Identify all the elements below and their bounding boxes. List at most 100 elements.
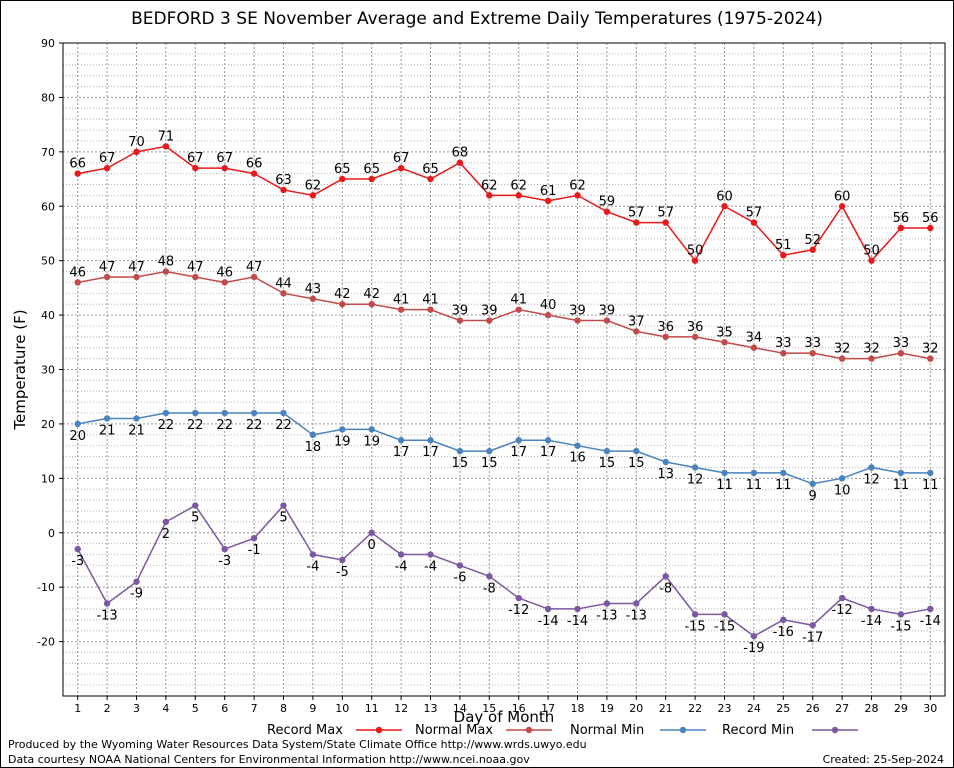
record-max-data-label: 66 <box>69 157 86 172</box>
normal-min-point <box>74 420 81 428</box>
record-max-point <box>868 257 875 264</box>
normal-max-data-label: 36 <box>687 320 704 335</box>
record-max-data-label: 70 <box>128 135 145 150</box>
record-max-point <box>368 175 375 183</box>
normal-min-point <box>427 437 434 444</box>
x-tick-label: 2 <box>104 702 111 715</box>
record-min-point <box>633 600 640 607</box>
normal-min-point <box>162 409 170 417</box>
x-tick-label: 22 <box>688 702 702 715</box>
record-max-point <box>515 192 522 199</box>
record-min-point <box>397 551 405 558</box>
x-tick-label: 8 <box>280 702 287 715</box>
legend: Record Max Normal Max Normal Min Record Min <box>267 723 858 738</box>
normal-min-point <box>574 442 581 449</box>
minor-grid <box>63 53 945 686</box>
normal-min-data-label: 12 <box>863 472 880 487</box>
record-min-point <box>780 616 787 624</box>
record-min-point <box>221 545 228 553</box>
record-min-point <box>750 632 758 640</box>
record-max-point <box>838 203 846 210</box>
y-tick-label: 20 <box>41 418 55 431</box>
x-tick-label: 12 <box>394 702 408 715</box>
normal-max-point <box>750 344 758 351</box>
record-max-data-label: 67 <box>393 151 410 166</box>
normal-max-point <box>192 273 199 281</box>
normal-min-point <box>603 447 611 455</box>
normal-max-data-label: 40 <box>540 298 557 313</box>
record-max-data-label: 60 <box>834 189 851 204</box>
record-max-data-label: 67 <box>99 151 116 166</box>
normal-min-point <box>456 447 464 455</box>
record-max-point <box>74 170 81 177</box>
normal-min-data-label: 17 <box>510 445 527 460</box>
record-max-data-label: 63 <box>275 173 292 188</box>
record-min-data-label: -15 <box>684 619 705 634</box>
normal-min-data-label: 22 <box>187 418 204 433</box>
normal-max-data-label: 44 <box>275 276 292 291</box>
x-tick-label: 9 <box>309 702 316 715</box>
record-min-data-label: 2 <box>162 527 170 542</box>
record-max-point <box>780 252 787 259</box>
normal-min-line <box>77 412 931 485</box>
record-min-data-label: -1 <box>248 543 261 558</box>
record-max-point <box>544 197 552 205</box>
normal-max-data-label: 36 <box>657 320 674 335</box>
record-min-data-label: -9 <box>130 587 143 602</box>
record-max-data-label: 67 <box>216 151 233 166</box>
normal-min-point <box>368 426 375 433</box>
normal-min-point <box>897 469 905 477</box>
normal-min-data-label: 21 <box>128 423 145 438</box>
record-max-point <box>397 164 405 172</box>
x-tick-label: 16 <box>512 702 526 715</box>
record-max-point <box>192 164 199 172</box>
normal-max-point <box>486 317 493 324</box>
normal-min-point <box>133 415 140 422</box>
normal-max-point <box>721 339 728 346</box>
normal-min-point <box>544 437 552 444</box>
record-min-point <box>427 551 434 558</box>
legend-marker-normal-max <box>525 726 533 734</box>
y-tick-label: 70 <box>41 146 55 159</box>
x-tick-label: 3 <box>133 702 140 715</box>
x-tick-label: 15 <box>482 702 496 715</box>
record-min-data-label: -12 <box>508 603 529 618</box>
normal-min-data-label: 15 <box>599 456 616 471</box>
record-max-point <box>721 203 728 210</box>
record-min-data-label: -14 <box>537 614 558 629</box>
x-tick-label: 7 <box>251 702 258 715</box>
normal-min-point <box>927 469 934 477</box>
record-min-point <box>868 605 875 613</box>
normal-min-data-label: 22 <box>246 418 263 433</box>
normal-max-data-label: 48 <box>158 255 175 270</box>
normal-min-data-label: 19 <box>334 434 351 449</box>
footer-produced-by: Produced by the Wyoming Water Resources … <box>8 738 587 751</box>
normal-min-data-label: 10 <box>834 483 851 498</box>
record-max-data-label: 60 <box>716 189 733 204</box>
normal-min-data-label: 12 <box>687 472 704 487</box>
normal-max-data-label: 35 <box>716 325 733 340</box>
y-tick-label: 60 <box>41 200 55 213</box>
normal-max-data-label: 39 <box>481 304 498 319</box>
record-max-point <box>603 208 611 215</box>
record-max-data-label: 68 <box>452 146 469 161</box>
normal-max-point <box>574 317 581 324</box>
footer-data-courtesy: Data courtesy NOAA National Centers for … <box>8 753 530 766</box>
record-max-data-label: 50 <box>687 244 704 259</box>
record-min-point <box>897 611 905 618</box>
x-axis-ticks: 1 2 3 4 5 6 7 8 9 10 11 12 13 14 15 16 17 18 19 20 21 22 23 24 2… <box>74 696 937 715</box>
normal-max-data-label: 46 <box>216 265 233 280</box>
legend-label-record-min: Record Min <box>722 723 794 738</box>
normal-min-data-label: 17 <box>393 445 410 460</box>
record-min-point <box>486 573 493 580</box>
y-tick-label: 30 <box>41 364 55 377</box>
normal-max-data-label: 34 <box>746 331 763 346</box>
record-min-data-label: -17 <box>802 630 823 645</box>
x-tick-label: 26 <box>806 702 820 715</box>
record-min-point <box>809 622 816 629</box>
normal-max-point <box>456 317 464 324</box>
record-max-data-label: 71 <box>158 129 175 144</box>
record-min-data-label: -15 <box>714 619 735 634</box>
record-min-point <box>309 551 317 558</box>
